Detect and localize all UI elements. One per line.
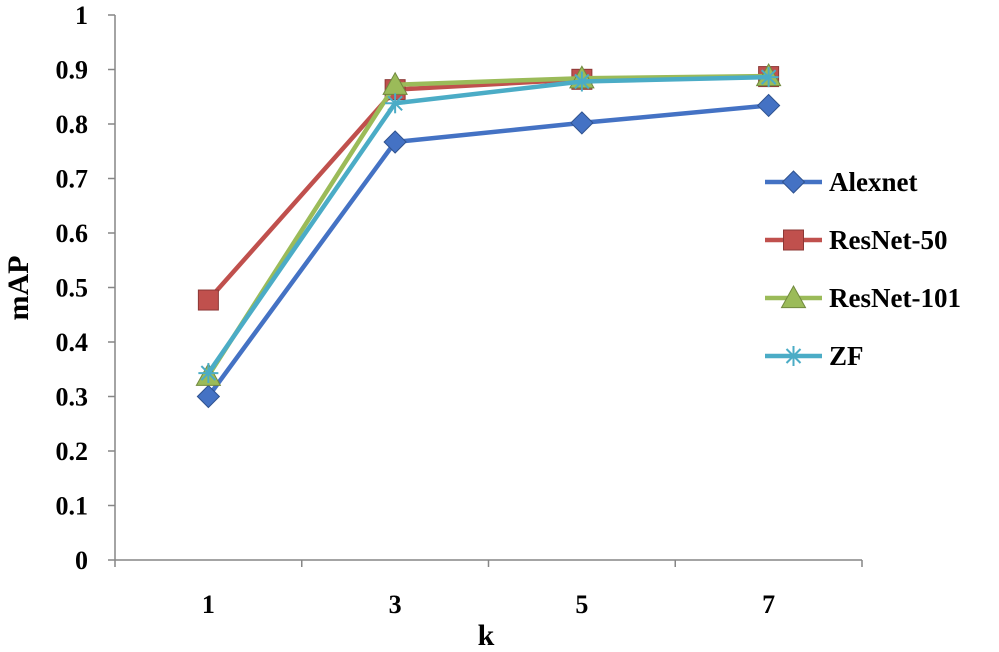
legend: Alexnet ResNet-50 ResNet-101 ZF	[765, 167, 961, 371]
series-line	[206, 73, 769, 378]
y-tick-label: 0.7	[56, 165, 89, 194]
legend-label: Alexnet	[829, 167, 917, 197]
series-layer	[195, 63, 782, 409]
y-tick-label: 0	[75, 546, 88, 575]
legend-label: ResNet-101	[829, 283, 961, 313]
series-line	[206, 74, 769, 302]
data-point	[197, 289, 219, 311]
legend-label: ResNet-50	[829, 225, 947, 255]
legend-item: Alexnet	[765, 167, 917, 197]
y-tick-label: 1	[75, 1, 88, 30]
data-point	[571, 71, 592, 92]
y-tick-label: 0.6	[56, 219, 89, 248]
data-point	[196, 384, 221, 409]
x-ticks: 1 3 5 7	[114, 560, 863, 619]
legend-item: ResNet-50	[765, 225, 947, 255]
x-tick-label: 7	[762, 590, 775, 619]
legend-marker	[780, 284, 807, 309]
y-axis-title: mAP	[2, 256, 35, 321]
y-tick-label: 0.1	[56, 492, 89, 521]
axes	[114, 15, 862, 561]
x-tick-label: 5	[575, 590, 588, 619]
series-alexnet	[196, 93, 781, 409]
series-zf	[198, 67, 779, 384]
x-tick-label: 3	[389, 590, 402, 619]
series-line	[206, 74, 769, 375]
y-tick-label: 0.8	[56, 110, 89, 139]
series-line	[206, 103, 769, 398]
legend-label: ZF	[829, 341, 864, 371]
y-tick-label: 0.5	[56, 274, 89, 303]
y-tick-label: 0.3	[56, 383, 89, 412]
data-point	[383, 130, 407, 154]
legend-marker	[781, 170, 806, 194]
y-tick-label: 0.9	[56, 56, 89, 85]
y-tick-label: 0.2	[56, 437, 89, 466]
x-axis-title: k	[478, 619, 495, 652]
legend-marker	[783, 346, 804, 366]
data-point	[758, 67, 779, 88]
series-resnet-50	[197, 66, 780, 311]
data-point	[198, 363, 219, 384]
x-tick-label: 1	[202, 590, 215, 619]
y-ticks: 0 0.1 0.2 0.3 0.4 0.5 0.6 0.7 0.8 0.9 1	[56, 1, 115, 575]
data-point	[570, 111, 594, 135]
legend-item: ResNet-101	[765, 283, 961, 313]
data-point	[385, 93, 406, 114]
legend-marker	[783, 229, 804, 251]
y-tick-label: 0.4	[56, 328, 89, 357]
legend-item: ZF	[765, 341, 864, 371]
data-point	[756, 93, 781, 118]
